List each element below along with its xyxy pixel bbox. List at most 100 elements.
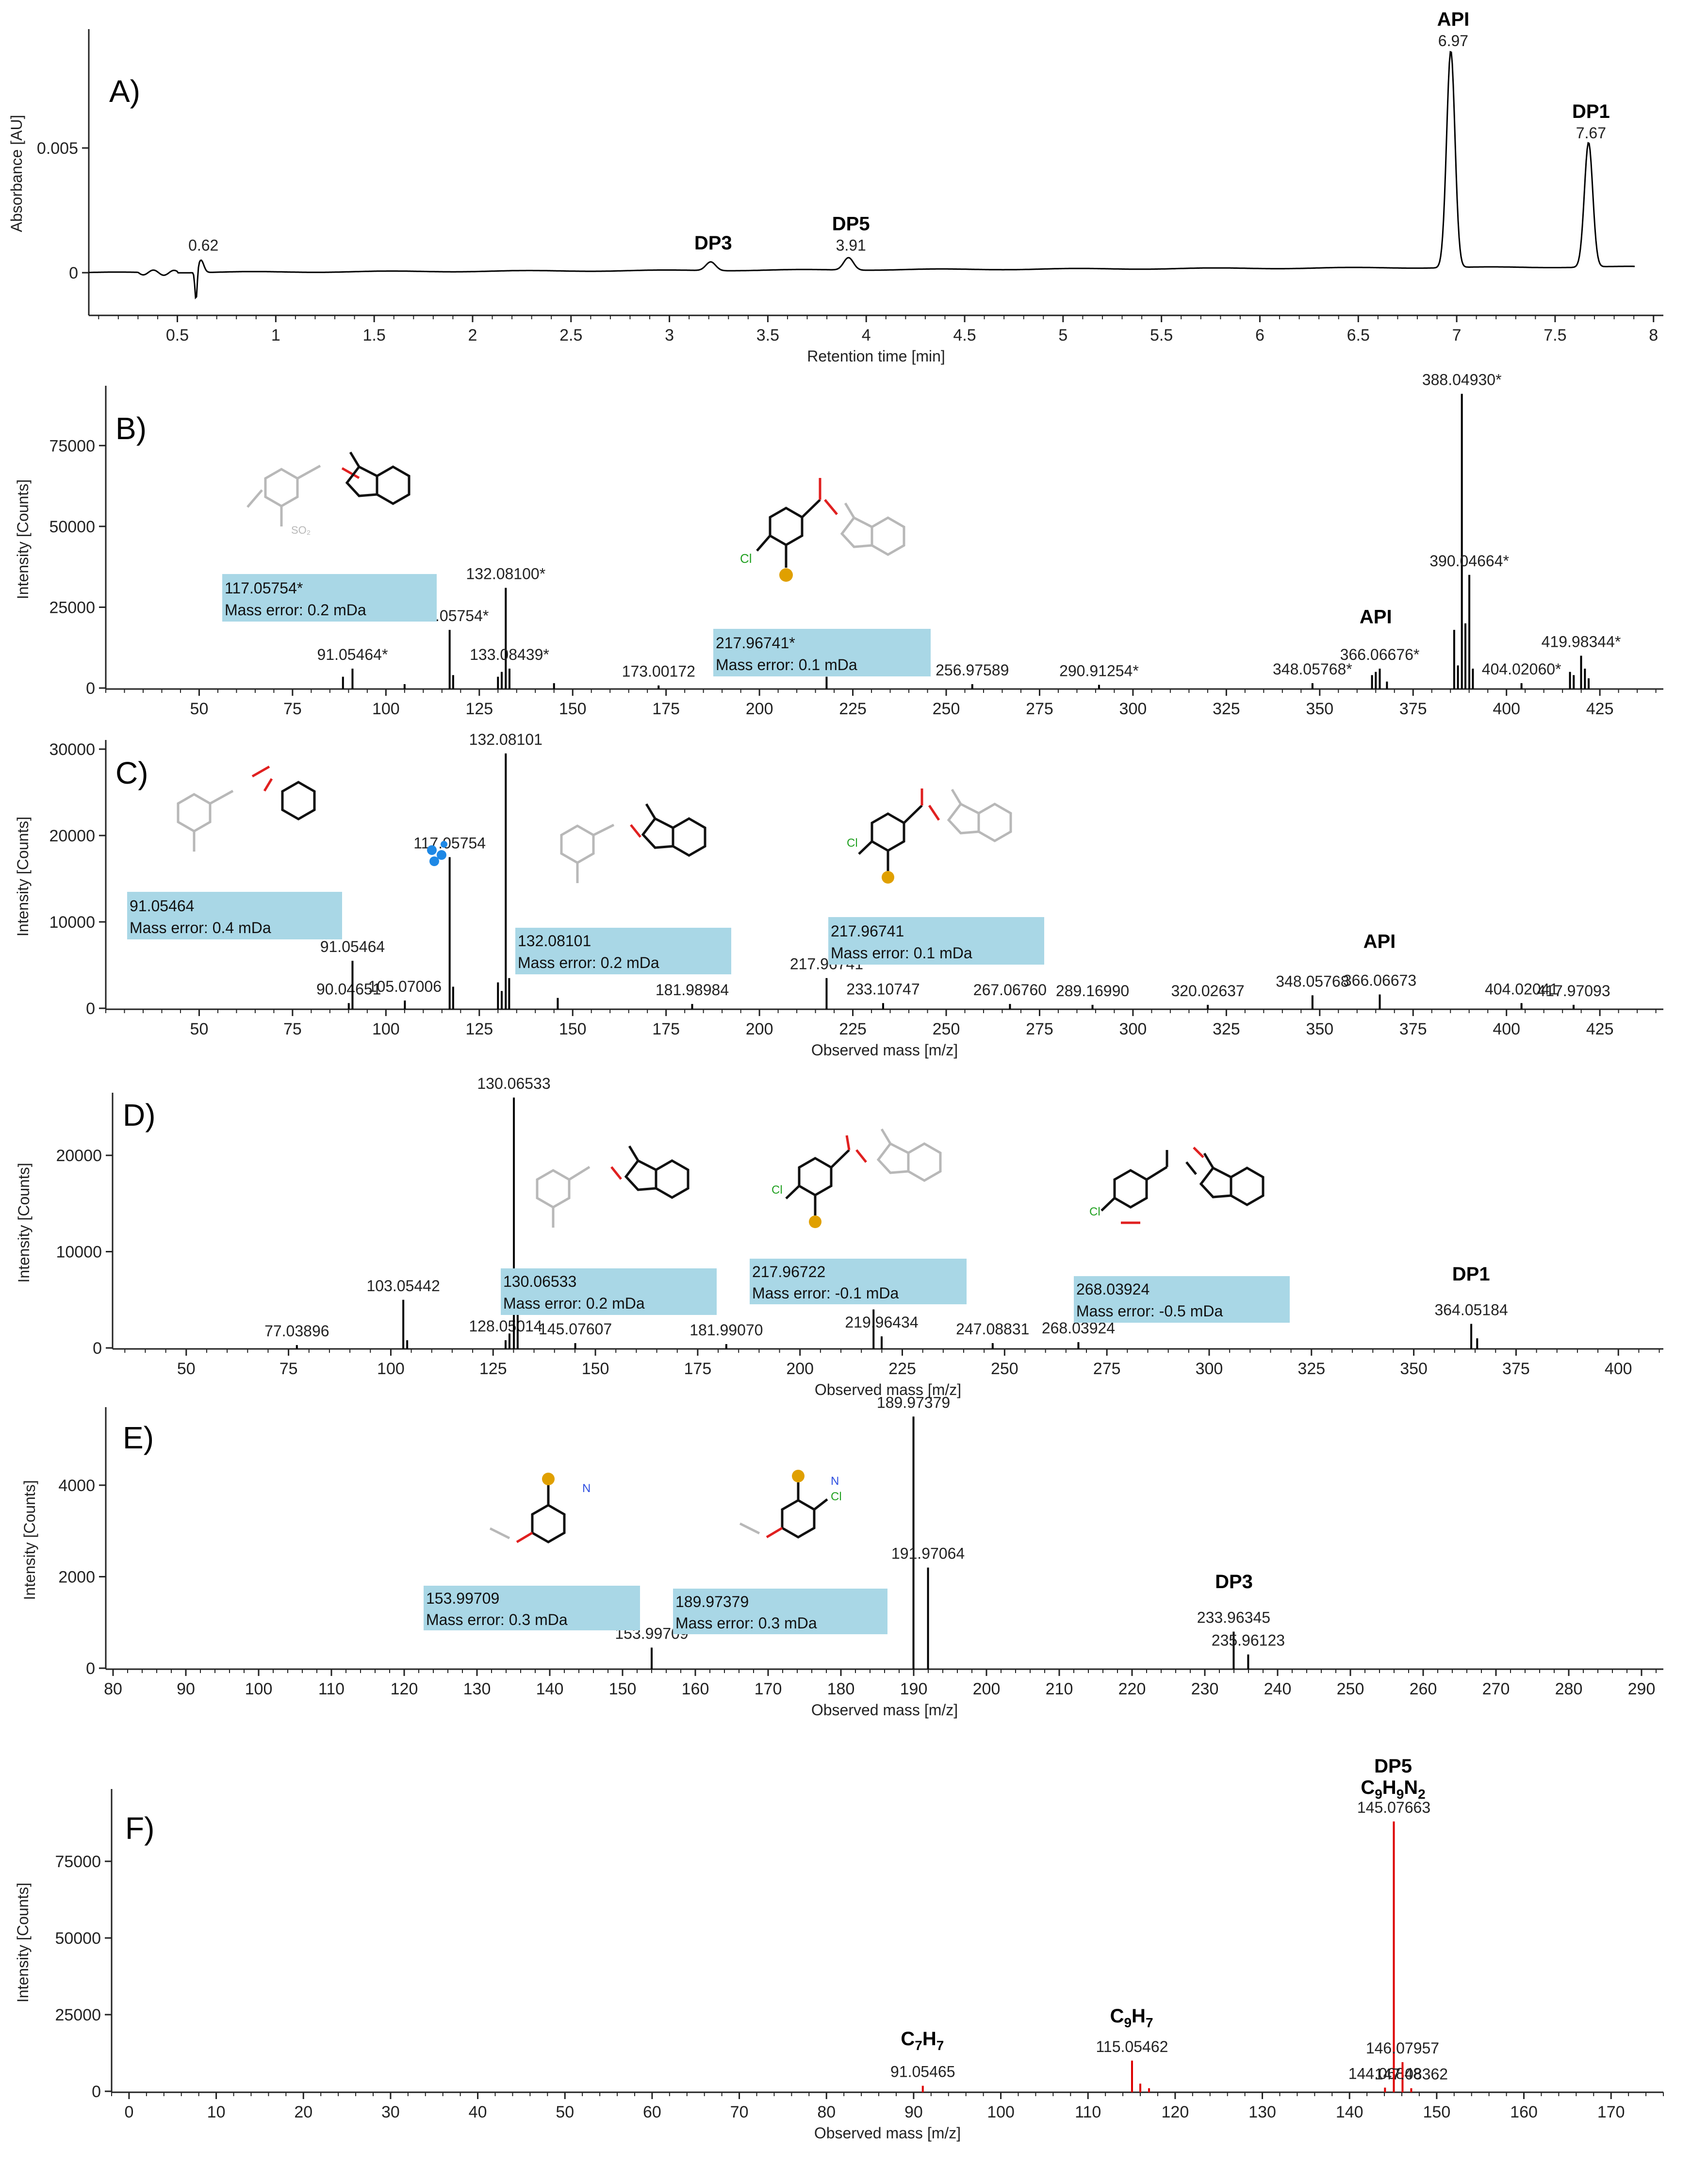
box-error: Mass error: 0.3 mDa <box>675 1614 817 1632</box>
peak-name: DP3 <box>694 232 732 254</box>
formula-label: C9H7 <box>1110 2005 1153 2030</box>
peak-label: 133.08439* <box>470 646 549 663</box>
formula-label: C9H9N2 <box>1361 1777 1425 1802</box>
x-tick-label: 90 <box>904 2103 923 2121</box>
y-tick-label: 0 <box>92 2083 101 2101</box>
box-mass: 130.06533 <box>503 1273 576 1290</box>
x-tick-label: 130 <box>1248 2103 1276 2121</box>
mass-error-box: 117.05754* Mass error: 0.2 mDa <box>222 574 437 622</box>
peak-label: 181.98984 <box>656 981 729 999</box>
box-mass: 217.96741* <box>716 634 795 652</box>
peak-label: 145.07607 <box>539 1320 612 1338</box>
x-tick-label: 160 <box>682 1680 709 1698</box>
x-tick-label: 0 <box>124 2103 133 2121</box>
x-tick-label: 200 <box>746 1020 773 1038</box>
x-tick-label: 350 <box>1306 700 1333 718</box>
x-tick-label: 5.5 <box>1150 326 1173 345</box>
x-tick-label: 40 <box>469 2103 487 2121</box>
x-tick-label: 80 <box>104 1680 122 1698</box>
y-axis-label: Intensity [Counts] <box>15 1163 33 1282</box>
box-fill <box>127 892 342 939</box>
x-tick-label: 375 <box>1399 1020 1427 1038</box>
x-tick-label: 260 <box>1410 1680 1437 1698</box>
x-axis-label: Observed mass [m/z] <box>815 1381 961 1398</box>
peak-label: 173.00172 <box>622 663 695 680</box>
x-tick-label: 50 <box>556 2103 574 2121</box>
x-tick-label: 140 <box>1336 2103 1363 2121</box>
x-tick-label: 350 <box>1400 1360 1428 1378</box>
x-tick-label: 300 <box>1196 1360 1223 1378</box>
x-tick-label: 225 <box>839 700 867 718</box>
box-fill <box>713 629 931 676</box>
mass-error-box: 268.03924 Mass error: -0.5 mDa <box>1074 1276 1290 1323</box>
x-tick-label: 3.5 <box>756 326 779 345</box>
box-fill <box>673 1589 887 1634</box>
y-tick-label: 50000 <box>49 518 95 536</box>
atom-label: SO₂ <box>291 524 311 536</box>
peak-label: 235.96123 <box>1212 1632 1285 1649</box>
x-tick-label: 6.5 <box>1347 326 1370 345</box>
panel-label: A) <box>109 74 140 109</box>
peak-label: 3.91 <box>836 236 866 254</box>
x-tick-label: 30 <box>381 2103 400 2121</box>
mass-error-box: 189.97379 Mass error: 0.3 mDa <box>673 1589 887 1634</box>
peak-label: 90.04651 <box>316 980 381 998</box>
peak-name: DP5 <box>832 213 870 234</box>
x-tick-label: 170 <box>1597 2103 1625 2121</box>
compound-label: API <box>1360 607 1392 628</box>
sulfur-atom <box>809 1215 821 1228</box>
x-tick-label: 100 <box>245 1680 273 1698</box>
box-fill <box>1074 1276 1290 1323</box>
x-tick-label: 100 <box>987 2103 1015 2121</box>
x-tick-label: 250 <box>991 1360 1018 1378</box>
molecule-structure: Cl <box>847 788 1011 884</box>
formula-subscript: 9 <box>1396 1787 1404 1802</box>
x-tick-label: 100 <box>377 1360 405 1378</box>
formula-subscript: 2 <box>1418 1787 1426 1802</box>
mass-error-box: 132.08101 Mass error: 0.2 mDa <box>515 928 731 974</box>
formula-element: H <box>1132 2005 1146 2027</box>
mass-error-box: 130.06533 Mass error: 0.2 mDa <box>501 1268 717 1315</box>
y-tick-label: 10000 <box>56 1243 102 1262</box>
peak-label: 233.10747 <box>846 980 920 998</box>
sulfur-atom <box>882 871 894 884</box>
x-tick-label: 225 <box>888 1360 916 1378</box>
peak-label: 366.06673 <box>1343 972 1416 989</box>
x-tick-label: 2 <box>468 326 477 345</box>
y-tick-label: 0 <box>93 1339 102 1358</box>
box-mass: 132.08101 <box>518 932 591 950</box>
x-tick-label: 150 <box>609 1680 637 1698</box>
y-tick-label: 0 <box>86 1659 95 1678</box>
box-error: Mass error: 0.2 mDa <box>503 1295 645 1312</box>
panel-label: B) <box>115 411 147 446</box>
peak-label: 115.05462 <box>1096 2038 1168 2055</box>
y-axis-label: Intensity [Counts] <box>14 479 32 599</box>
x-tick-label: 125 <box>465 1020 493 1038</box>
x-axis-label: Observed mass [m/z] <box>811 1041 958 1059</box>
peak-label: 267.06760 <box>973 981 1047 999</box>
x-tick-label: 140 <box>536 1680 564 1698</box>
atom-label: N <box>582 1482 591 1495</box>
peak-label: 191.97064 <box>891 1545 965 1562</box>
compound-label: DP5 <box>1374 1756 1412 1777</box>
molecule-structure <box>537 1146 688 1228</box>
x-tick-label: 2.5 <box>559 326 582 345</box>
x-tick-label: 400 <box>1493 1020 1520 1038</box>
x-tick-label: 20 <box>294 2103 312 2121</box>
x-tick-label: 0.5 <box>166 326 189 345</box>
y-tick-label: 25000 <box>55 2006 101 2024</box>
peak-label: 144.06848 <box>1348 2065 1422 2082</box>
panel-a-chromatogram: A) 0.5 1 1.5 2 2.5 3 3.5 4 4.5 5 5.5 6 6.5 7 7.5 8 0 0.005… <box>8 9 1663 365</box>
peak-label: 419.98344* <box>1542 633 1621 650</box>
x-tick-label: 225 <box>839 1020 867 1038</box>
molecule-structure: SO₂ <box>246 452 409 536</box>
x-tick-label: 1 <box>271 326 280 345</box>
peak-label: 0.62 <box>188 236 218 254</box>
x-tick-label: 275 <box>1026 700 1053 718</box>
formula-subscript: 7 <box>1146 2015 1153 2030</box>
x-tick-label: 180 <box>827 1680 855 1698</box>
molecule-structure <box>561 804 705 883</box>
box-mass: 117.05754* <box>225 579 303 597</box>
x-tick-label: 375 <box>1399 700 1427 718</box>
